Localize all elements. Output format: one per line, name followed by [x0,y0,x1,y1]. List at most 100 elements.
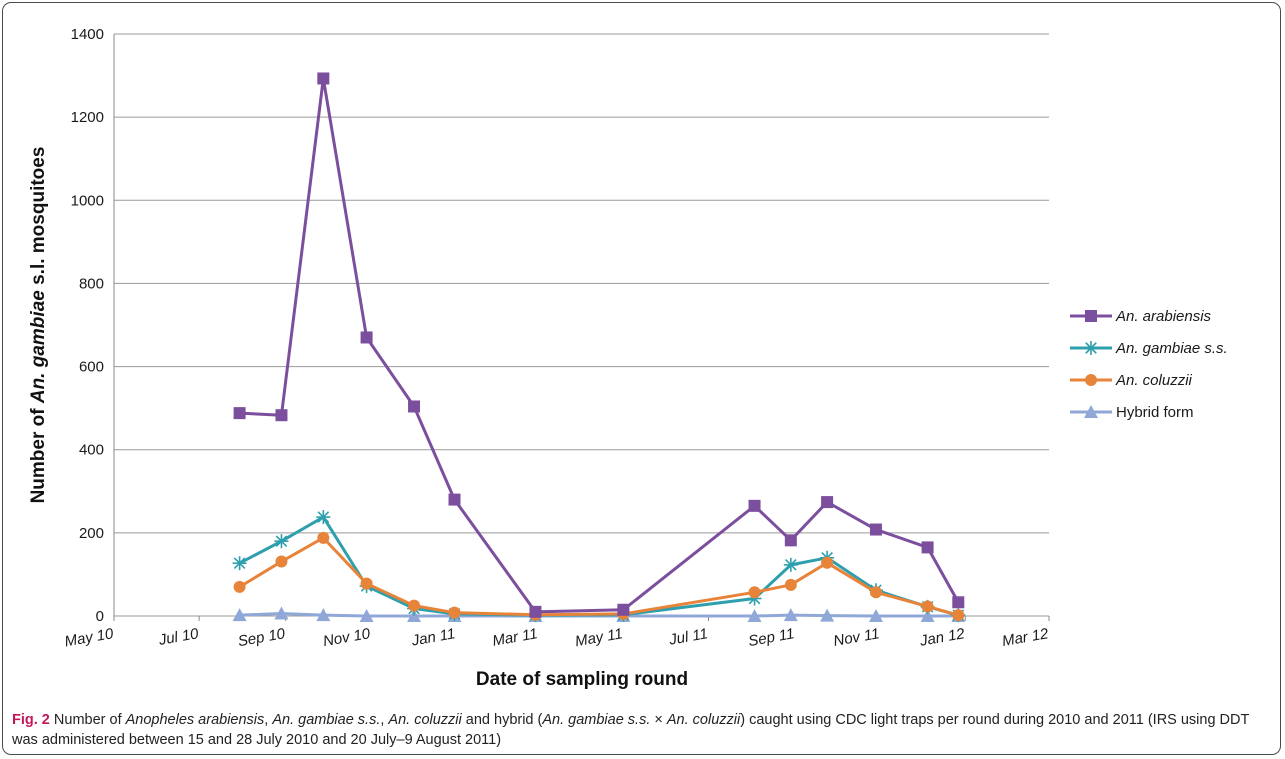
data-point [747,609,762,622]
data-point [821,496,834,509]
x-tick-label: May 11 [574,625,624,650]
data-point [274,534,289,549]
data-point [1084,405,1098,418]
x-tick-label: Mar 11 [491,625,539,650]
data-point [360,331,373,344]
gridlines [113,33,1050,621]
legend-swatch [1070,374,1112,386]
data-point [233,407,246,420]
series-line [238,536,959,617]
data-point [1084,341,1098,355]
y-tick-label: 1200 [71,109,104,126]
data-point [952,609,965,622]
legend-item: An. coluzzii [1068,364,1228,396]
data-point [617,603,630,616]
series-an-coluzzii [233,531,965,622]
caption-segment: , [264,712,273,728]
data-point [784,534,797,547]
x-tick-label: Jan 12 [918,625,967,650]
caption-segment: , [380,712,389,728]
legend-item: An. arabiensis [1068,300,1228,332]
data-point [868,609,883,622]
caption-segment: Number of [49,712,126,728]
caption-label: Fig. 2 [12,712,50,728]
data-point [869,523,882,536]
caption-segment: ) caught using CDC light traps per round… [12,712,1250,748]
y-tick-labels: 0 200 400 600 800 1000 1200 1400 [71,26,104,625]
x-tick-label: Nov 11 [832,625,881,650]
data-point [233,580,246,593]
series-line [239,76,960,614]
data-point [359,609,374,622]
legend-item: Hybrid form [1068,396,1228,428]
data-point [952,596,965,609]
data-point [783,557,798,572]
data-point [448,606,461,619]
x-tick-label: Jul 10 [156,625,200,649]
legend-label: An. arabiensis [1116,307,1212,325]
data-point [232,556,247,571]
data-point [316,510,331,525]
data-point [920,609,935,622]
chart-legend: An. arabiensis An. gambiae s.s. An. coluzz… [1068,300,1228,428]
y-tick-label: 1000 [71,192,104,209]
figure-caption: Fig. 2 Number of Anopheles arabiensis, A… [12,710,1267,750]
data-point [748,586,761,599]
legend-swatch [1070,405,1112,418]
asterisk-stroke [275,535,288,547]
series-an-gambiae-s-s [232,510,966,623]
x-tick-label: Sep 11 [747,625,796,650]
y-axis-title-part: Number of [28,403,49,503]
data-point [317,531,330,544]
data-point [784,578,797,591]
x-tick-label: Sep 10 [237,625,287,650]
legend-label: An. gambiae s.s. [1116,339,1228,357]
x-tick-label: Jan 11 [409,625,456,650]
legend-item: An. gambiae s.s. [1068,332,1228,364]
x-axis-title: Date of sampling round [476,669,688,690]
line-chart: 0 200 400 600 800 1000 1200 1400 May 10 Jul 10 Se… [28,26,1050,690]
data-point [1085,310,1097,322]
x-tick-labels: May 10 Jul 10 Sep 10 Nov 10 Jan 11 Mar 11 May … [63,625,1050,650]
y-tick-label: 800 [79,275,104,292]
data-point [783,608,798,622]
data-point [232,608,247,622]
data-point [529,605,542,618]
y-axis-title-part: An. gambiae [28,290,49,404]
caption-segment: Anopheles arabiensis [125,712,265,728]
asterisk-stroke [317,511,330,523]
x-tick-label: Jul 11 [667,625,709,649]
data-point [408,599,421,612]
y-tick-label: 200 [79,525,104,542]
data-point [408,400,421,413]
caption-segment: An. coluzzii [388,712,462,728]
data-point [317,72,330,85]
y-tick-label: 0 [96,608,104,625]
caption-segment: An. gambiae s.s. [542,712,651,728]
data-point [274,606,289,620]
data-series [232,72,966,623]
data-point [869,586,882,599]
data-point [275,409,288,422]
caption-segment: An. gambiae s.s. [272,712,381,728]
data-point [275,555,288,568]
y-axis-title: Number of An. gambiae s.l. mosquitoes [28,147,49,504]
y-tick-label: 600 [79,359,104,376]
data-point [316,608,331,622]
asterisk-stroke [1085,342,1097,354]
data-point [360,577,373,590]
y-tick-label: 400 [79,442,104,459]
y-tick-label: 1400 [71,26,104,43]
x-tick-label: May 10 [63,625,115,650]
caption-segment: An. coluzzii [666,712,741,728]
caption-segment: and hybrid ( [461,712,543,728]
asterisk-stroke [233,557,246,570]
series-an-arabiensis [233,72,965,618]
caption-text: Number of Anopheles arabiensis, An. gamb… [12,712,1249,748]
y-axis-title-part: s.l. mosquitoes [28,147,49,291]
asterisk-stroke [785,559,797,571]
legend-label: Hybrid form [1116,403,1194,421]
data-point [821,556,834,569]
legend-label: An. coluzzii [1116,371,1192,389]
